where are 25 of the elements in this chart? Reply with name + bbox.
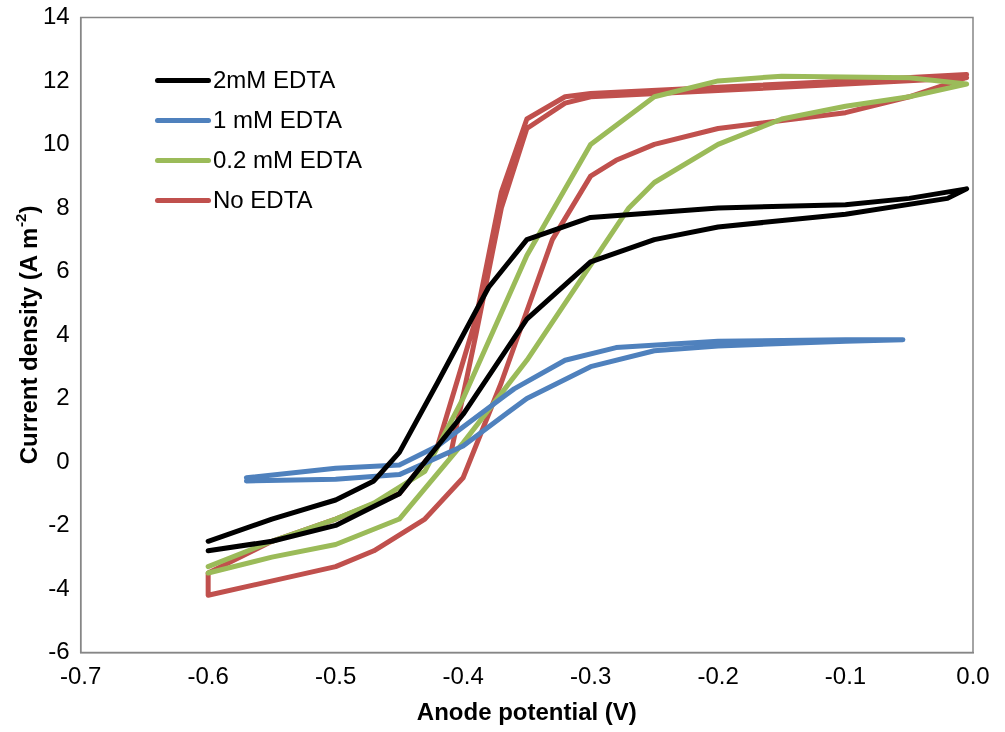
y-tick-label: 8	[56, 192, 70, 220]
legend-label: 2mM EDTA	[213, 65, 336, 95]
y-tick-label: -6	[48, 637, 70, 665]
x-tick-label: -0.6	[187, 662, 229, 690]
x-tick-label: -0.2	[697, 662, 739, 690]
y-tick-label: -4	[48, 573, 70, 601]
x-tick-label: -0.3	[569, 662, 612, 690]
y-tick-label: -2	[48, 510, 70, 538]
legend-label: No EDTA	[213, 185, 313, 215]
y-tick-label: 14	[42, 2, 70, 30]
legend-label: 1 mM EDTA	[213, 105, 342, 135]
y-tick-label: 12	[42, 65, 70, 93]
y-axis-title: Current density (A m-2)	[12, 205, 42, 465]
x-axis-title: Anode potential (V)	[416, 698, 637, 726]
x-tick-label: 0.0	[956, 662, 990, 690]
y-tick-label: 0	[56, 446, 70, 474]
x-tick-label: -0.5	[314, 662, 357, 690]
y-tick-label: 10	[42, 129, 70, 157]
x-tick-label: -0.1	[824, 662, 867, 690]
y-tick-label: 2	[56, 383, 70, 411]
y-tick-label: 6	[56, 256, 70, 284]
legend-label: 0.2 mM EDTA	[213, 145, 362, 175]
x-tick-label: -0.4	[442, 662, 484, 690]
x-tick-label: -0.7	[60, 662, 102, 690]
y-tick-label: 4	[56, 319, 70, 347]
